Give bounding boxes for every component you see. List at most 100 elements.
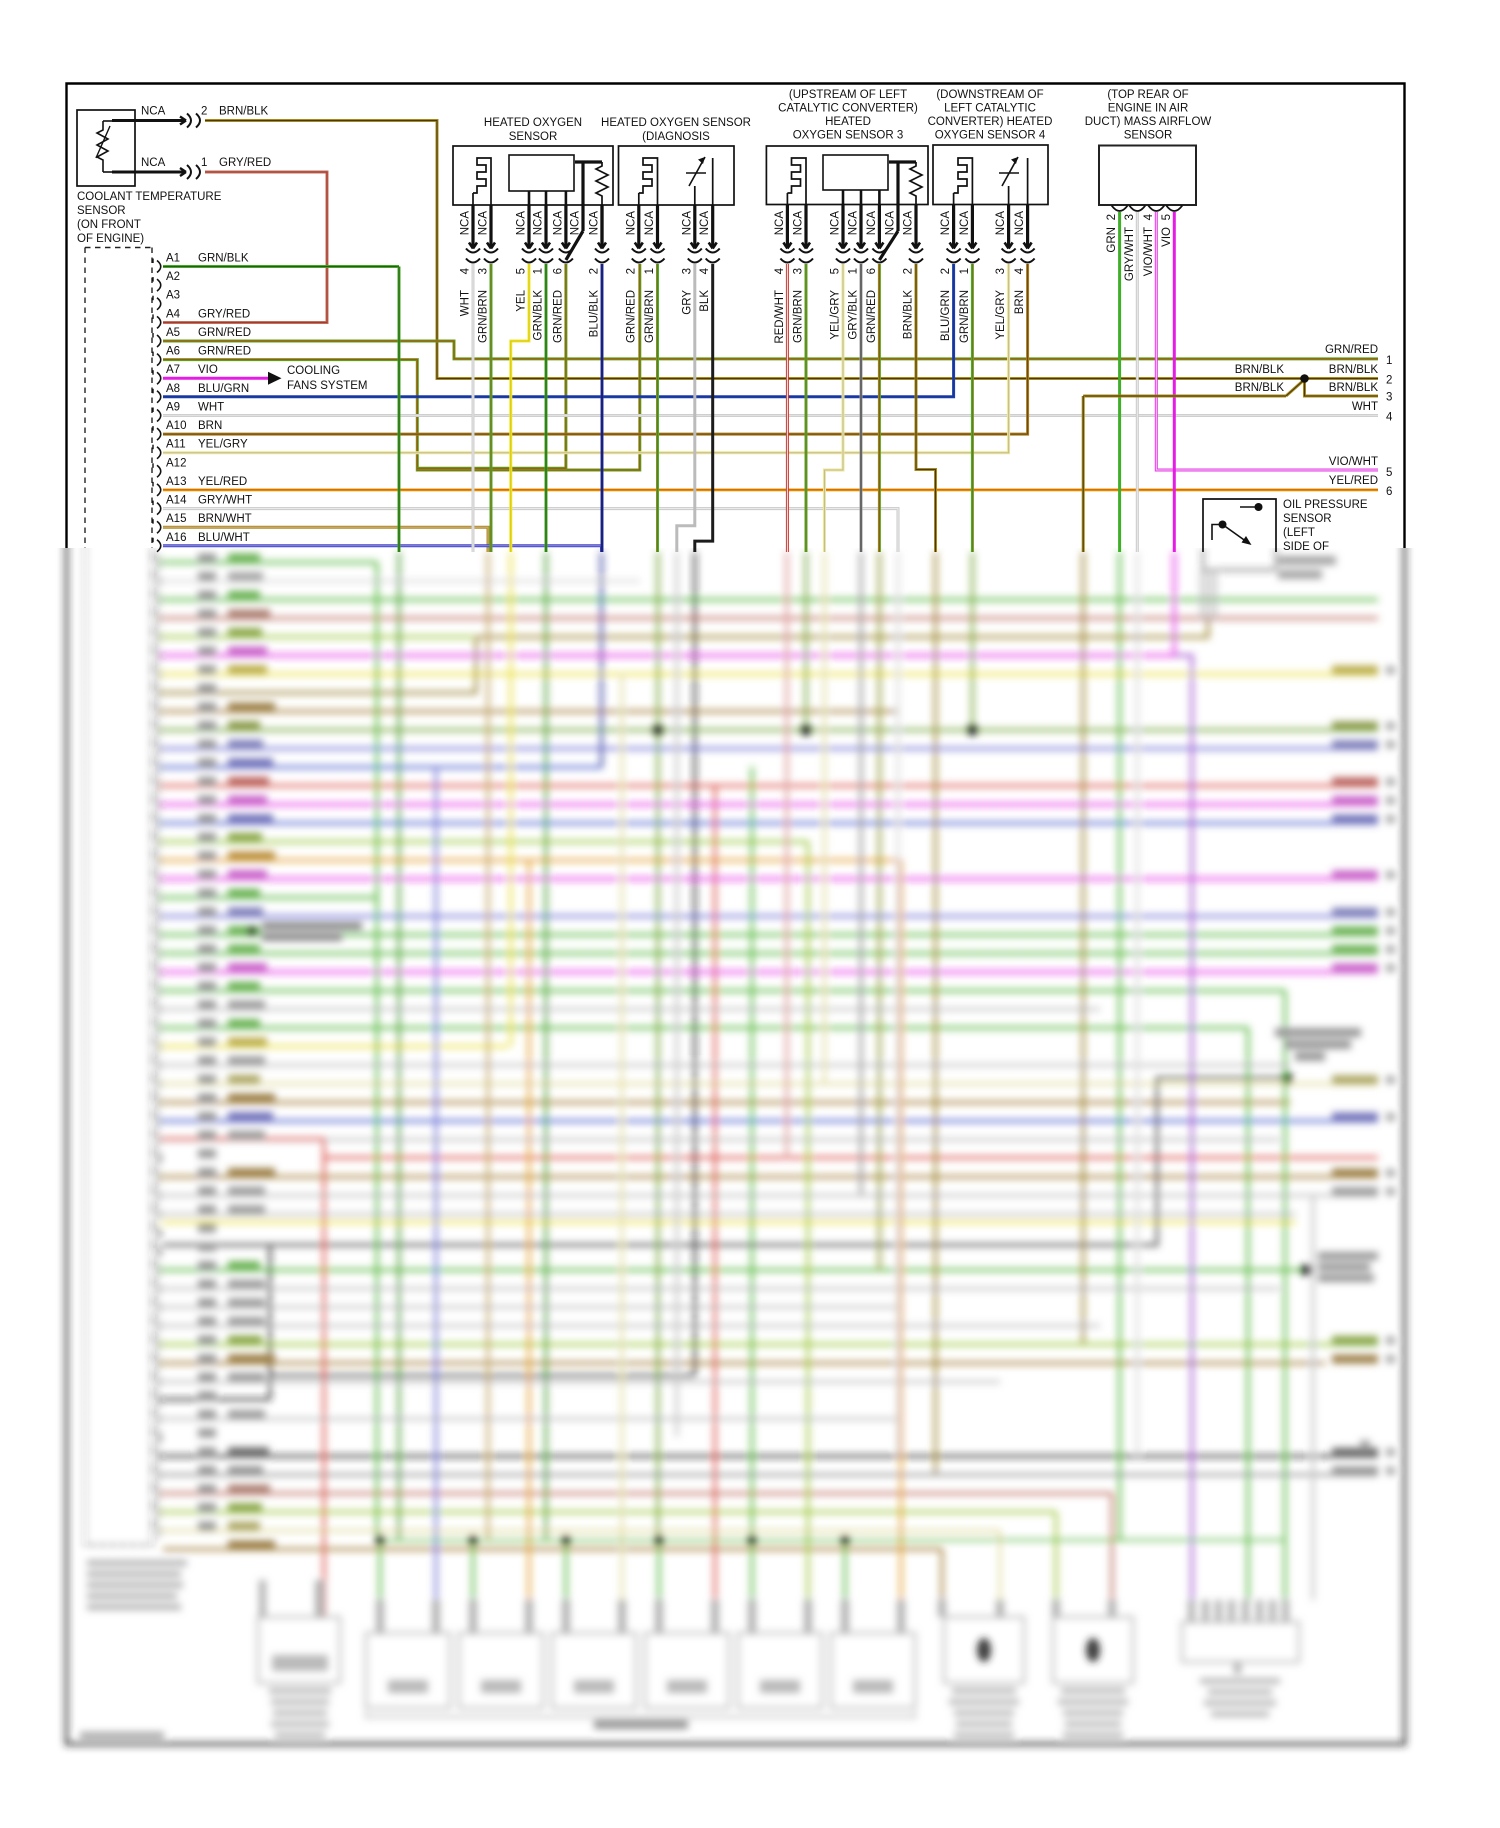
svg-text:2: 2 [1106, 214, 1118, 220]
svg-text:SENSOR: SENSOR [1124, 130, 1173, 142]
svg-text:4: 4 [1143, 213, 1155, 220]
svg-text:GRN/BRN: GRN/BRN [644, 290, 656, 343]
svg-text:6: 6 [552, 268, 564, 274]
svg-text:A1: A1 [166, 253, 180, 265]
svg-text:NCA: NCA [681, 211, 693, 236]
svg-text:GRN/RED: GRN/RED [625, 290, 637, 343]
svg-text:NCA: NCA [793, 211, 805, 236]
svg-text:FANS SYSTEM: FANS SYSTEM [287, 380, 368, 392]
svg-text:NCA: NCA [625, 211, 637, 236]
svg-text:COOLANT TEMPERATURE: COOLANT TEMPERATURE [77, 191, 222, 203]
svg-text:A12: A12 [166, 457, 186, 469]
svg-text:BRN/BLK: BRN/BLK [219, 106, 269, 118]
svg-text:A14: A14 [166, 495, 187, 507]
svg-text:VIO: VIO [198, 364, 218, 376]
svg-text:A16: A16 [166, 532, 186, 544]
svg-text:GRN/RED: GRN/RED [1325, 344, 1378, 356]
svg-text:YEL: YEL [516, 289, 528, 311]
svg-text:GRN: GRN [1106, 227, 1118, 253]
svg-text:GRY/WHT: GRY/WHT [1124, 227, 1136, 281]
svg-text:WHT: WHT [460, 290, 472, 316]
svg-text:BLU/GRN: BLU/GRN [940, 290, 952, 341]
svg-text:GRN/RED: GRN/RED [198, 327, 251, 339]
svg-text:(LEFT: (LEFT [1283, 527, 1315, 539]
svg-text:NCA: NCA [460, 211, 472, 236]
svg-text:GRN/RED: GRN/RED [552, 290, 564, 343]
svg-text:NCA: NCA [141, 106, 166, 118]
svg-text:NCA: NCA [885, 211, 897, 236]
svg-text:GRN/BRN: GRN/BRN [793, 290, 805, 343]
svg-text:2: 2 [589, 268, 601, 274]
svg-text:BRN/WHT: BRN/WHT [198, 513, 252, 525]
svg-text:(DIAGNOSIS: (DIAGNOSIS [642, 131, 710, 143]
svg-text:1: 1 [848, 268, 860, 274]
svg-text:NCA: NCA [589, 211, 601, 236]
svg-text:5: 5 [830, 268, 842, 274]
svg-text:BRN: BRN [1014, 290, 1026, 314]
svg-text:A5: A5 [166, 327, 180, 339]
svg-text:4: 4 [1386, 412, 1393, 424]
svg-text:COOLING: COOLING [287, 365, 340, 377]
svg-text:WHT: WHT [198, 402, 224, 414]
svg-text:WHT: WHT [1352, 401, 1378, 413]
svg-text:A3: A3 [166, 290, 180, 302]
svg-text:GRN/BRN: GRN/BRN [478, 290, 490, 343]
svg-text:A13: A13 [166, 476, 186, 488]
svg-text:6: 6 [866, 268, 878, 274]
svg-text:BRN/BLK: BRN/BLK [1329, 382, 1379, 394]
svg-text:2: 2 [903, 268, 915, 274]
svg-text:NCA: NCA [1014, 211, 1026, 236]
svg-text:1: 1 [959, 268, 971, 274]
svg-text:NCA: NCA [830, 211, 842, 236]
svg-text:GRN/RED: GRN/RED [866, 290, 878, 343]
svg-text:4: 4 [774, 267, 786, 274]
svg-text:YEL/RED: YEL/RED [198, 476, 247, 488]
svg-text:3: 3 [1124, 214, 1136, 220]
svg-text:GRN/RED: GRN/RED [198, 346, 251, 358]
svg-text:YEL/GRY: YEL/GRY [198, 439, 248, 451]
svg-text:OXYGEN SENSOR 4: OXYGEN SENSOR 4 [935, 130, 1046, 142]
svg-text:YEL/GRY: YEL/GRY [830, 290, 842, 340]
svg-text:GRY/BLK: GRY/BLK [848, 290, 860, 340]
svg-text:NCA: NCA [478, 211, 490, 236]
svg-text:3: 3 [793, 268, 805, 274]
svg-text:YEL/GRY: YEL/GRY [995, 290, 1007, 340]
svg-text:GRN/BLK: GRN/BLK [533, 290, 545, 341]
svg-text:HEATED OXYGEN SENSOR: HEATED OXYGEN SENSOR [601, 117, 751, 129]
svg-text:1: 1 [201, 157, 207, 169]
svg-text:2: 2 [1386, 375, 1392, 387]
svg-text:BLU/WHT: BLU/WHT [198, 532, 250, 544]
svg-text:SENSOR: SENSOR [1283, 513, 1332, 525]
svg-text:NCA: NCA [959, 211, 971, 236]
svg-text:NCA: NCA [903, 211, 915, 236]
svg-text:GRN/BLK: GRN/BLK [198, 253, 249, 265]
svg-text:BRN/BLK: BRN/BLK [1235, 364, 1285, 376]
svg-text:BLU/GRN: BLU/GRN [198, 383, 249, 395]
svg-text:A15: A15 [166, 513, 186, 525]
svg-text:A4: A4 [166, 308, 181, 320]
svg-text:GRY/RED: GRY/RED [219, 157, 271, 169]
svg-text:NCA: NCA [940, 211, 952, 236]
svg-text:(ON FRONT: (ON FRONT [77, 219, 141, 231]
svg-text:HEATED OXYGEN: HEATED OXYGEN [484, 117, 582, 129]
svg-text:NCA: NCA [848, 211, 860, 236]
svg-text:HEATED: HEATED [825, 116, 871, 128]
svg-text:GRN/BRN: GRN/BRN [959, 290, 971, 343]
svg-text:YEL/RED: YEL/RED [1329, 475, 1378, 487]
svg-text:4: 4 [460, 267, 472, 274]
svg-text:A2: A2 [166, 271, 180, 283]
svg-text:NCA: NCA [533, 211, 545, 236]
svg-text:5: 5 [1386, 467, 1392, 479]
svg-text:4: 4 [1014, 267, 1026, 274]
svg-text:(DOWNSTREAM OF: (DOWNSTREAM OF [936, 89, 1043, 101]
svg-text:NCA: NCA [570, 211, 582, 236]
svg-text:3: 3 [478, 268, 490, 274]
svg-text:GRY/WHT: GRY/WHT [198, 495, 252, 507]
svg-text:A8: A8 [166, 383, 180, 395]
svg-text:1: 1 [644, 268, 656, 274]
svg-text:NCA: NCA [774, 211, 786, 236]
svg-text:2: 2 [625, 268, 637, 274]
svg-text:5: 5 [516, 268, 528, 274]
svg-text:GRY/RED: GRY/RED [198, 308, 250, 320]
svg-text:OXYGEN SENSOR 3: OXYGEN SENSOR 3 [793, 130, 904, 142]
